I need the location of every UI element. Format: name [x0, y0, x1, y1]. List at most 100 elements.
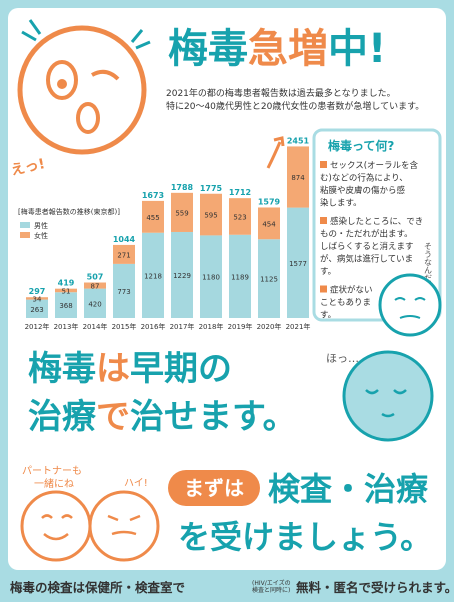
footer-part: 梅毒の検査は保健所・検査室で	[10, 580, 185, 595]
x-tick-label: 2018年	[199, 322, 224, 331]
aside: そうなんだ	[424, 242, 433, 282]
message-part: は	[96, 349, 130, 389]
worried-face	[378, 273, 442, 337]
total-label: 1712	[229, 188, 251, 197]
bar-segment	[200, 193, 222, 236]
value-label: 595	[204, 212, 217, 220]
x-tick-label: 2019年	[228, 322, 253, 331]
total-label: 1044	[113, 235, 136, 244]
value-label: 1189	[231, 273, 249, 281]
value-label: 420	[88, 300, 101, 308]
bar-segment	[55, 288, 77, 293]
info-line: 染します。	[320, 198, 362, 209]
total-label: 297	[29, 287, 46, 296]
bar-segment	[258, 239, 280, 318]
legend-swatch	[20, 222, 30, 228]
total-label: 1673	[142, 191, 164, 200]
value-label: 368	[59, 302, 72, 310]
info-line: もの・ただれが出ます。	[320, 229, 413, 240]
bar-segment	[258, 207, 280, 240]
trend-arrow	[266, 136, 285, 169]
info-box	[312, 128, 442, 322]
reply: ハイ!	[124, 478, 148, 489]
value-label: 271	[117, 251, 130, 259]
bar-segment	[26, 297, 48, 300]
info-line: す。	[320, 267, 336, 277]
info-line: 感染したところに、でき	[330, 216, 423, 227]
bar-segment	[229, 198, 251, 235]
partner-line: パートナーも	[22, 465, 82, 477]
bullet	[320, 285, 327, 293]
info-items: セックス(オーラルを含む)などの行為により、粘膜や皮膚の傷から感染します。感染し…	[320, 160, 423, 321]
value-label: 874	[291, 174, 305, 182]
value-label: 559	[175, 209, 188, 217]
title-part: 急増	[248, 26, 328, 72]
value-label: 34	[33, 295, 42, 303]
bar-segment	[287, 146, 309, 208]
legend-label: 女性	[34, 231, 48, 240]
total-label: 507	[87, 273, 104, 282]
bar-segment	[200, 235, 222, 318]
value-label: 455	[146, 214, 159, 222]
relieved-face	[342, 350, 434, 442]
exclaim: えっ!	[10, 156, 47, 179]
message-part: 早期の	[130, 349, 232, 389]
info-line: 粘膜や皮膚の傷から感	[320, 185, 406, 196]
x-tick-label: 2017年	[170, 322, 195, 331]
x-tick-label: 2012年	[25, 322, 50, 331]
value-label: 454	[262, 220, 276, 228]
bar-segment	[171, 231, 193, 318]
intro-line: 2021年の都の梅毒患者報告数は過去最多となりました。	[166, 87, 396, 99]
note-line: 検査と同時に)	[252, 586, 290, 594]
bar-segment	[229, 234, 251, 318]
bar-segment	[113, 263, 135, 318]
message-part: 梅毒	[28, 349, 96, 389]
intro: 2021年の都の梅毒患者報告数は過去最多となりました。特に20〜40歳代男性と2…	[166, 87, 424, 112]
total-label: 1579	[258, 197, 281, 206]
bar-segment	[55, 292, 77, 318]
bar-segment	[84, 288, 106, 318]
info-line: が、病気は進行していま	[320, 254, 413, 265]
bar-segment	[113, 244, 135, 264]
footer-part: 無料・匿名で受けられます。	[296, 580, 454, 595]
total-label: 1788	[171, 183, 194, 192]
value-label: 87	[91, 283, 100, 291]
couple-faces	[20, 490, 160, 562]
message-line: 治療で治せます。	[28, 397, 297, 437]
x-tick-label: 2020年	[257, 322, 282, 331]
bar-segment	[287, 207, 309, 318]
x-tick-label: 2013年	[54, 322, 79, 331]
info-line: セックス(オーラルを含	[330, 160, 419, 171]
note-line: (HIV/エイズの	[252, 579, 291, 587]
total-label: 419	[58, 279, 75, 288]
bar-segment	[142, 200, 164, 233]
info-line: む)などの行為により、	[320, 173, 408, 184]
value-label: 1218	[144, 272, 162, 280]
value-label: 263	[30, 306, 43, 314]
call-line: を受けましょう。	[178, 518, 432, 556]
total-label: 2451	[287, 136, 310, 145]
value-label: 51	[62, 287, 71, 295]
info-line: しばらくすると消えます	[320, 241, 414, 252]
value-label: 523	[233, 213, 246, 221]
badge-text: まずは	[184, 476, 244, 500]
partner-line: 一緒にね	[34, 477, 74, 490]
info-line: こともありま	[320, 298, 371, 308]
message-part: 治療	[28, 397, 97, 437]
bullet	[320, 161, 327, 168]
title-part: 梅毒	[168, 26, 248, 72]
bar-segment	[26, 299, 48, 318]
info-line: す。	[320, 311, 336, 321]
partner: パートナーも一緒にね	[22, 465, 82, 490]
message-line: 梅毒は早期の	[28, 349, 232, 389]
title-part: 中!	[328, 26, 386, 72]
value-label: 1180	[202, 274, 220, 282]
chart: [梅毒患者報告数の推移(東京都)]男性女性263342972012年368514…	[18, 136, 310, 331]
x-tick-label: 2014年	[83, 322, 108, 331]
relief: ほっ…	[326, 352, 359, 365]
bullet	[320, 217, 327, 224]
title: 梅毒急増中!	[168, 26, 386, 72]
value-label: 1125	[260, 276, 278, 284]
shocked-face	[17, 19, 151, 155]
chart-title: [梅毒患者報告数の推移(東京都)]	[18, 207, 120, 216]
